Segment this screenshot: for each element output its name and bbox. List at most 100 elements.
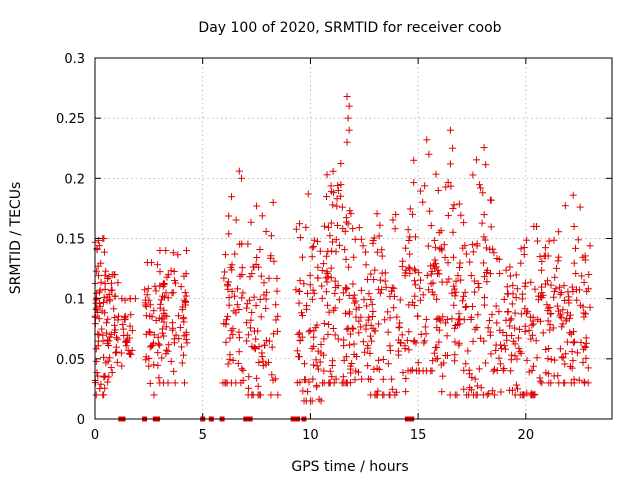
data-point bbox=[310, 361, 318, 369]
data-point bbox=[254, 382, 262, 390]
data-point bbox=[251, 327, 259, 335]
data-point bbox=[294, 330, 302, 338]
data-point bbox=[293, 347, 301, 355]
data-point bbox=[150, 307, 158, 315]
data-point bbox=[104, 357, 112, 365]
data-point bbox=[177, 283, 185, 291]
data-point bbox=[346, 308, 354, 316]
data-point bbox=[179, 315, 187, 323]
data-point bbox=[555, 379, 563, 387]
data-point bbox=[126, 350, 134, 358]
data-point bbox=[181, 299, 189, 307]
data-point bbox=[445, 275, 453, 283]
data-point bbox=[533, 237, 541, 245]
data-point bbox=[235, 334, 243, 342]
data-point bbox=[482, 359, 490, 367]
data-point bbox=[322, 252, 330, 260]
data-point bbox=[351, 376, 359, 384]
data-point bbox=[519, 290, 527, 298]
data-point bbox=[295, 353, 303, 361]
data-point bbox=[262, 304, 270, 312]
data-point bbox=[221, 251, 229, 259]
x-tick-label: 20 bbox=[518, 428, 535, 443]
data-point bbox=[270, 257, 278, 265]
data-point bbox=[529, 362, 537, 370]
data-point bbox=[405, 237, 413, 245]
data-point bbox=[506, 263, 514, 271]
data-point bbox=[120, 332, 128, 340]
data-point bbox=[428, 288, 436, 296]
data-point bbox=[332, 375, 340, 383]
data-point bbox=[333, 202, 341, 210]
data-points bbox=[91, 93, 594, 405]
data-point bbox=[384, 308, 392, 316]
data-point bbox=[398, 263, 406, 271]
data-point bbox=[95, 242, 103, 250]
data-point bbox=[371, 327, 379, 335]
data-point bbox=[580, 378, 588, 386]
data-point bbox=[234, 285, 242, 293]
data-point bbox=[141, 301, 149, 309]
data-point bbox=[545, 379, 553, 387]
data-point bbox=[98, 325, 106, 333]
data-point bbox=[247, 316, 255, 324]
data-point bbox=[529, 317, 537, 325]
data-point bbox=[313, 362, 321, 370]
data-point bbox=[104, 315, 112, 323]
data-point bbox=[180, 318, 188, 326]
data-point bbox=[180, 272, 188, 280]
data-point bbox=[103, 329, 111, 337]
grid-lines bbox=[95, 58, 612, 419]
data-point bbox=[410, 156, 418, 164]
data-point bbox=[323, 278, 331, 286]
data-point bbox=[499, 366, 507, 374]
data-point bbox=[92, 289, 100, 297]
data-point bbox=[110, 305, 118, 313]
data-point bbox=[309, 286, 317, 294]
data-point bbox=[238, 294, 246, 302]
data-point bbox=[550, 236, 558, 244]
data-point bbox=[520, 251, 528, 259]
data-point bbox=[532, 337, 540, 345]
data-point bbox=[267, 391, 275, 399]
data-point bbox=[461, 288, 469, 296]
data-point bbox=[477, 384, 485, 392]
data-point bbox=[508, 351, 516, 359]
data-point bbox=[448, 315, 456, 323]
data-point bbox=[270, 330, 278, 338]
data-point bbox=[487, 196, 495, 204]
data-point bbox=[243, 319, 251, 327]
data-point bbox=[257, 272, 265, 280]
data-point bbox=[143, 291, 151, 299]
data-point bbox=[325, 379, 333, 387]
data-point bbox=[131, 295, 139, 303]
data-point bbox=[344, 114, 352, 122]
data-point bbox=[323, 171, 331, 179]
data-point bbox=[164, 379, 172, 387]
data-point bbox=[296, 234, 304, 242]
data-point bbox=[538, 379, 546, 387]
data-point bbox=[561, 296, 569, 304]
data-point bbox=[176, 323, 184, 331]
data-point bbox=[237, 174, 245, 182]
data-point bbox=[163, 312, 171, 320]
data-point bbox=[545, 344, 553, 352]
data-point bbox=[152, 287, 160, 295]
data-point bbox=[425, 286, 433, 294]
data-point bbox=[316, 247, 324, 255]
data-point bbox=[324, 330, 332, 338]
data-point bbox=[107, 279, 115, 287]
data-point bbox=[422, 330, 430, 338]
data-point bbox=[386, 314, 394, 322]
data-point bbox=[437, 244, 445, 252]
data-point bbox=[405, 301, 413, 309]
data-point bbox=[472, 391, 480, 399]
data-point bbox=[539, 329, 547, 337]
data-point bbox=[247, 218, 255, 226]
data-point bbox=[317, 340, 325, 348]
data-point bbox=[267, 232, 275, 240]
data-point bbox=[482, 244, 490, 252]
data-point bbox=[481, 273, 489, 281]
data-point bbox=[480, 211, 488, 219]
data-point bbox=[97, 259, 105, 267]
